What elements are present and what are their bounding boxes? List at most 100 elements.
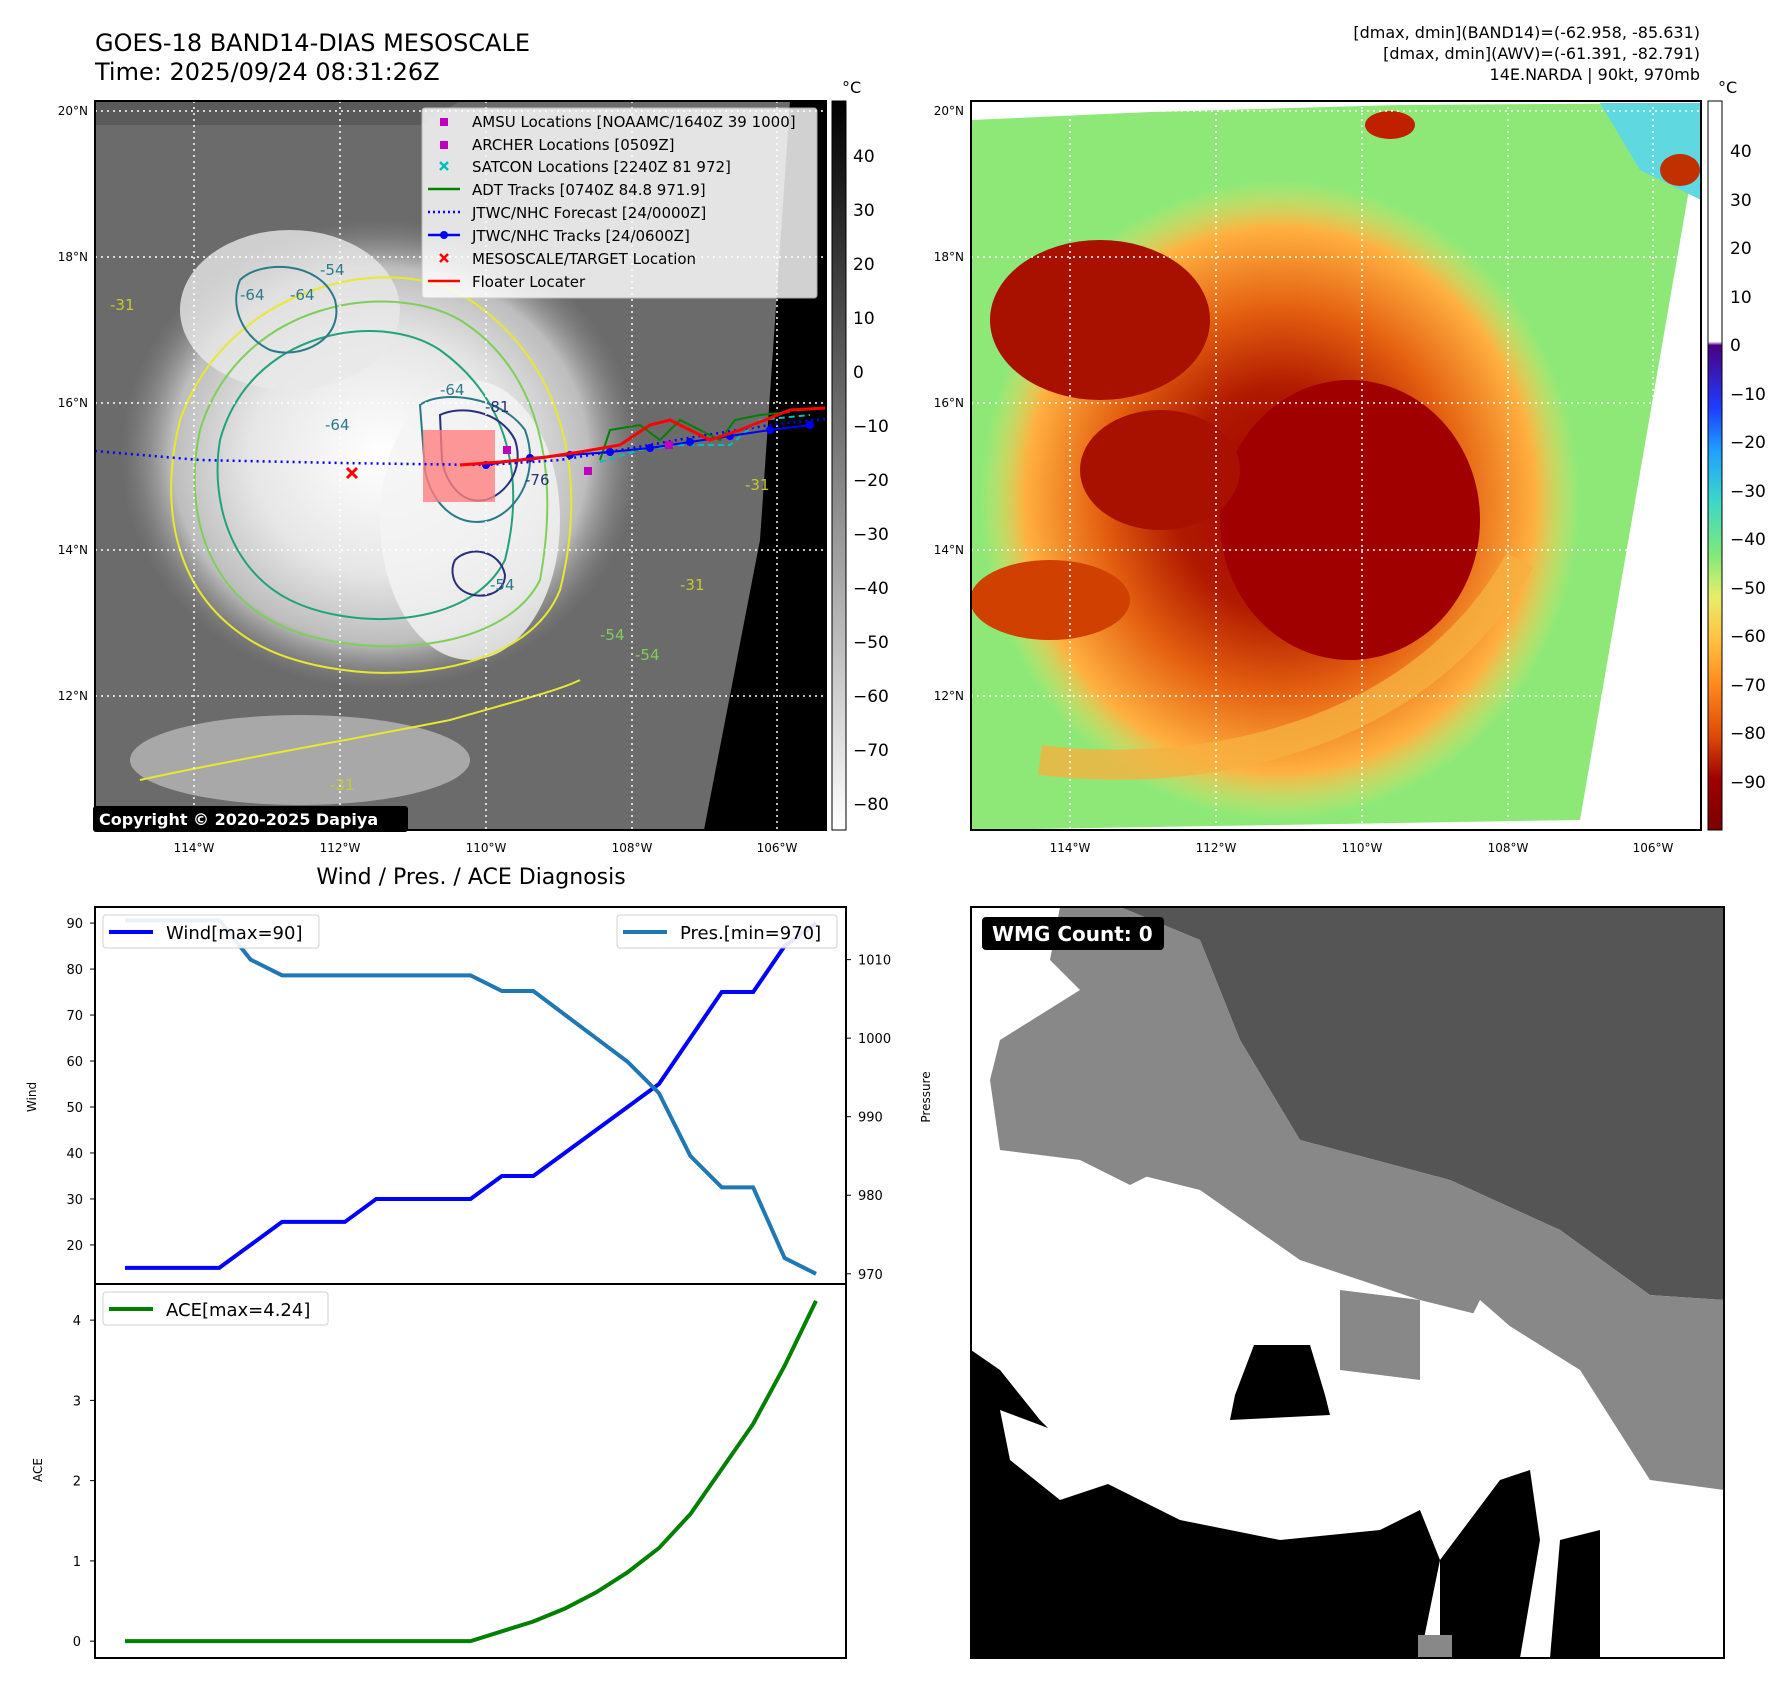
colorbar-tick: −60 <box>853 687 889 707</box>
lon-tick-label: 110°W <box>1342 841 1383 855</box>
pressure-tick-label: 1010 <box>858 954 891 969</box>
wind-series-line <box>125 921 818 1270</box>
colorbar-tick: −80 <box>853 795 889 815</box>
colorbar-tick: 30 <box>1730 191 1752 211</box>
stats-band14: [dmax, dmin](BAND14)=(-62.958, -85.631) <box>1353 23 1700 42</box>
ace-tick-label: 4 <box>73 1314 81 1329</box>
lon-tick-label: 106°W <box>757 841 798 855</box>
figure-time: Time: 2025/09/24 08:31:26Z <box>94 58 440 86</box>
lon-tick-label: 114°W <box>1050 841 1091 855</box>
pressure-legend: Pres.[min=970] <box>616 914 838 949</box>
contour-label: -54 <box>635 646 660 664</box>
contour-label: -64 <box>440 381 465 399</box>
contour-label: -81 <box>485 398 510 416</box>
legend-label-forecast: JTWC/NHC Forecast [24/0000Z] <box>471 204 706 222</box>
col-lat-ticks: 20°N 18°N 16°N 14°N 12°N <box>934 104 964 703</box>
colorbar-tick: 20 <box>853 255 875 275</box>
colorbar-tick: −90 <box>1730 773 1766 793</box>
contour-label: -76 <box>525 471 550 489</box>
color-colorbar: °C 40 30 20 10 0 −10 −20 −30 −40 −50 −60… <box>1707 78 1766 831</box>
colorbar-tick: −30 <box>1730 482 1766 502</box>
legend-label-satcon: SATCON Locations [2240Z 81 972] <box>472 158 731 176</box>
wind-tick-label: 40 <box>66 1147 83 1162</box>
satcon-track <box>599 414 811 463</box>
contour-label: -54 <box>320 261 345 279</box>
wind-tick-label: 70 <box>66 1009 83 1024</box>
wind-tick-label: 60 <box>66 1055 83 1070</box>
legend-label-adt: ADT Tracks [0740Z 84.8 971.9] <box>472 181 706 199</box>
lat-tick-label: 20°N <box>58 104 88 118</box>
ace-tick-label: 2 <box>73 1475 81 1490</box>
lon-tick-label: 112°W <box>320 841 361 855</box>
ace-axis-label: ACE <box>31 1458 45 1482</box>
wmg-count-label: WMG Count: 0 <box>992 922 1153 946</box>
stats-awv: [dmax, dmin](AWV)=(-61.391, -82.791) <box>1383 44 1700 63</box>
contour-label: -31 <box>680 576 705 594</box>
contour-label: -31 <box>110 296 135 314</box>
colorbar-tick: 30 <box>853 201 875 221</box>
wind-tick-label: 90 <box>66 917 83 932</box>
lon-tick-label: 112°W <box>1196 841 1237 855</box>
legend-label-floater: Floater Locater <box>472 273 586 291</box>
colorbar-tick: −10 <box>1730 385 1766 405</box>
contour-label: -54 <box>600 626 625 644</box>
stats-storm: 14E.NARDA | 90kt, 970mb <box>1490 65 1700 84</box>
contour-label: -64 <box>240 286 265 304</box>
pressure-tick-label: 970 <box>858 1268 883 1283</box>
colorbar-tick: −50 <box>1730 579 1766 599</box>
wind-legend-label: Wind[max=90] <box>166 923 303 944</box>
ir-map-panel: -64 -64 -54 -64 -81 -76 -64 -54 -31 -31 … <box>58 100 827 855</box>
pressure-tick-label: 1000 <box>858 1032 891 1047</box>
contour-label: -64 <box>325 416 350 434</box>
colorbar-tick: 10 <box>1730 288 1752 308</box>
ir-lat-ticks: 20°N 18°N 16°N 14°N 12°N <box>58 104 88 703</box>
archer-marker <box>503 446 511 454</box>
colorbar-tick: 40 <box>853 147 875 167</box>
colorbar-tick: −70 <box>853 741 889 761</box>
lon-tick-label: 108°W <box>612 841 653 855</box>
pressure-tick-label: 990 <box>858 1111 883 1126</box>
wind-tick-label: 50 <box>66 1101 83 1116</box>
colorbar-tick: −40 <box>853 579 889 599</box>
colorbar-tick: 10 <box>853 309 875 329</box>
wind-axis-label: Wind <box>25 1082 39 1112</box>
lat-tick-label: 18°N <box>58 250 88 264</box>
colorbar-tick: −30 <box>853 525 889 545</box>
colorbar-tick: −10 <box>853 417 889 437</box>
legend-label-archer: ARCHER Locations [0509Z] <box>472 136 675 154</box>
figure-title: GOES-18 BAND14-DIAS MESOSCALE <box>95 29 530 57</box>
lon-tick-label: 108°W <box>1488 841 1529 855</box>
lon-tick-label: 106°W <box>1633 841 1674 855</box>
copyright-box <box>93 806 408 832</box>
lat-tick-label: 14°N <box>934 543 964 557</box>
colorbar-tick: −20 <box>853 471 889 491</box>
wind-tick-label: 80 <box>66 963 83 978</box>
pressure-legend-label: Pres.[min=970] <box>680 923 821 944</box>
lon-tick-label: 110°W <box>466 841 507 855</box>
ace-legend: ACE[max=4.24] <box>102 1291 329 1326</box>
target-location-marker <box>345 466 359 480</box>
ace-tick-label: 0 <box>73 1635 81 1650</box>
pressure-tick-label: 980 <box>858 1189 883 1204</box>
ace-legend-label: ACE[max=4.24] <box>166 1300 310 1321</box>
lat-tick-label: 16°N <box>58 396 88 410</box>
ir-lon-ticks: 114°W 112°W 110°W 108°W 106°W <box>174 841 798 855</box>
colorbar-tick: 40 <box>1730 142 1752 162</box>
colorbar-tick: −80 <box>1730 724 1766 744</box>
archer-marker <box>665 441 673 449</box>
lat-tick-label: 16°N <box>934 396 964 410</box>
legend-label-tracks: JTWC/NHC Tracks [24/0600Z] <box>471 227 690 245</box>
col-lon-ticks: 114°W 112°W 110°W 108°W 106°W <box>1050 841 1674 855</box>
ace-series-line <box>125 1299 818 1644</box>
adt-track <box>599 411 791 461</box>
colorbar-tick: −70 <box>1730 676 1766 696</box>
colorbar-tick: −50 <box>853 633 889 653</box>
colorbar-unit: °C <box>1718 78 1737 97</box>
contour-label: -31 <box>745 476 770 494</box>
legend-label-amsu: AMSU Locations [NOAAMC/1640Z 39 1000] <box>472 113 796 131</box>
wind-tick-label: 30 <box>66 1193 83 1208</box>
ace-tick-label: 1 <box>73 1555 81 1570</box>
colorbar-tick: 20 <box>1730 239 1752 259</box>
colorbar-tick: −20 <box>1730 433 1766 453</box>
